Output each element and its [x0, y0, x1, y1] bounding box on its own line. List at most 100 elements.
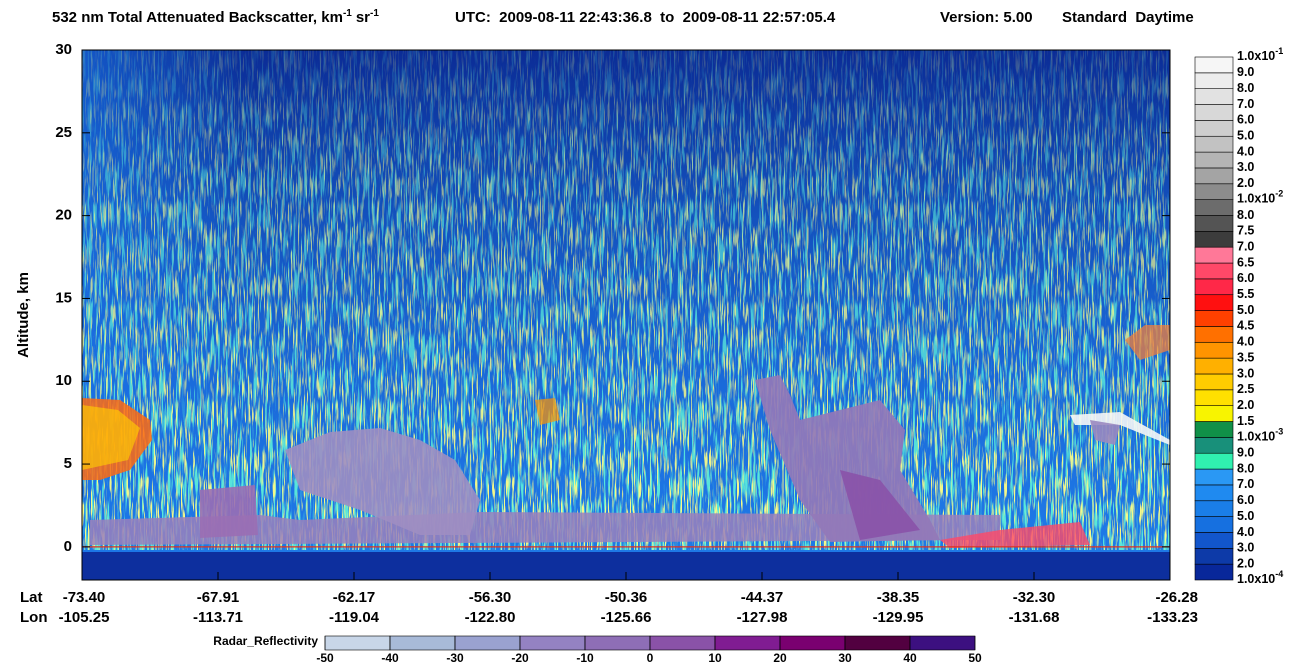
colorbar-bin — [1194, 104, 1234, 121]
cloud — [200, 485, 258, 538]
colorbar-label: 6.0 — [1237, 493, 1254, 507]
radar-tick-label: 0 — [647, 651, 654, 665]
colorbar-bin — [1194, 532, 1234, 549]
colorbar-label: 1.0x10-3 — [1237, 427, 1283, 444]
radar-colorbar-bin — [844, 635, 911, 651]
colorbar-bin — [1194, 310, 1234, 327]
y-tick-label: 15 — [55, 289, 72, 306]
colorbar-bin — [1194, 452, 1234, 470]
colorbar-bin — [1194, 357, 1234, 375]
colorbar-label: 8.0 — [1237, 81, 1254, 95]
colorbar-bin — [1194, 437, 1234, 454]
title-unit: sr — [356, 9, 370, 26]
colorbar-label: 3.0 — [1237, 160, 1254, 174]
lat-label: -67.91 — [197, 589, 240, 606]
colorbar-label: 8.0 — [1237, 461, 1254, 475]
colorbar-bin — [1194, 563, 1234, 581]
subtitle: UTC: 2009-08-11 22:43:36.8 to 2009-08-11… — [455, 9, 836, 26]
colorbar-bin — [1194, 151, 1234, 169]
y-tick-label: 30 — [55, 41, 72, 58]
colorbar-bin — [1194, 405, 1234, 422]
colorbar-bin — [1194, 484, 1234, 502]
colorbar-bin — [1194, 231, 1234, 248]
colorbar-bin — [1194, 262, 1234, 280]
colorbar-bin — [1194, 56, 1234, 74]
radar-colorbar-bin — [649, 635, 716, 651]
radar-tick-label: -20 — [511, 651, 529, 665]
lon-label: -133.23 — [1147, 609, 1198, 626]
colorbar-label: 9.0 — [1237, 446, 1254, 460]
cloud — [940, 522, 1090, 548]
lon-row-label: Lon — [20, 609, 48, 626]
radar-colorbar-bin — [909, 635, 976, 651]
cloud — [1070, 412, 1170, 445]
lat-label: -26.28 — [1155, 589, 1198, 606]
colorbar-label: 5.0 — [1237, 509, 1254, 523]
colorbar-label-exponent: -1 — [1275, 46, 1283, 56]
colorbar-label-base: 1.0x10 — [1237, 572, 1275, 586]
colorbar-label: 5.0 — [1237, 129, 1254, 143]
title-exponent: -1 — [343, 8, 352, 19]
colorbar-label: 3.0 — [1237, 541, 1254, 555]
colorbar-label: 8.0 — [1237, 208, 1254, 222]
lon-label: -122.80 — [465, 609, 516, 626]
colorbar-label: 4.0 — [1237, 525, 1254, 539]
y-tick-label: 10 — [55, 372, 72, 389]
colorbar-label: 6.5 — [1237, 255, 1254, 269]
colorbar-label: 7.0 — [1237, 97, 1254, 111]
colorbar-label: 5.5 — [1237, 287, 1254, 301]
colorbar-label: 1.0x10-1 — [1237, 46, 1283, 63]
colorbar-label: 7.0 — [1237, 239, 1254, 253]
colorbar-bin — [1194, 215, 1234, 232]
radar-tick-label: 10 — [708, 651, 722, 665]
colorbar-label-base: 1.0x10 — [1237, 430, 1275, 444]
lon-label: -119.04 — [329, 609, 380, 626]
colorbar-bin — [1194, 373, 1234, 391]
y-axis-label: Altitude, km — [15, 272, 32, 358]
radar-tick-label: -30 — [446, 651, 464, 665]
colorbar-label: 2.0 — [1237, 176, 1254, 190]
backscatter-image — [81, 49, 1171, 581]
radar-tick-label: 30 — [838, 651, 852, 665]
radar-tick-label: 40 — [903, 651, 917, 665]
colorbar-bin — [1194, 421, 1234, 438]
radar-tick-label: -50 — [316, 651, 334, 665]
y-tick-label: 25 — [55, 124, 72, 141]
colorbar-label-exponent: -4 — [1275, 569, 1283, 579]
y-tick-label: 0 — [64, 538, 72, 555]
lat-label: -73.40 — [63, 589, 106, 606]
colorbar-label: 1.0x10-2 — [1237, 189, 1283, 206]
chart-title: 532 nm Total Attenuated Backscatter, km-… — [52, 8, 379, 26]
colorbar-bin — [1194, 341, 1234, 359]
lon-label: -125.66 — [601, 609, 652, 626]
colorbar-label-base: 1.0x10 — [1237, 192, 1275, 206]
radar-colorbar-bin — [714, 635, 781, 651]
colorbar-label: 4.5 — [1237, 319, 1254, 333]
colorbar-bin — [1194, 389, 1234, 406]
colorbar-bin — [1194, 167, 1234, 185]
radar-tick-label: 20 — [773, 651, 787, 665]
lon-label: -105.25 — [59, 609, 110, 626]
colorbar-label: 6.0 — [1237, 113, 1254, 127]
colorbar-label: 2.0 — [1237, 398, 1254, 412]
colorbar-bin — [1194, 468, 1234, 486]
colorbar-label: 7.5 — [1237, 224, 1254, 238]
y-tick-label: 5 — [64, 455, 72, 472]
mode: Standard Daytime — [1062, 9, 1194, 26]
colorbar-label: 6.0 — [1237, 271, 1254, 285]
colorbar-label: 7.0 — [1237, 477, 1254, 491]
cloud — [535, 398, 560, 425]
radar-colorbar-label: Radar_Reflectivity — [213, 634, 318, 648]
radar-colorbar-bin — [324, 635, 391, 651]
colorbar-bin — [1194, 135, 1234, 153]
radar-colorbar-bin — [519, 635, 586, 651]
colorbar-label: 1.5 — [1237, 414, 1254, 428]
colorbar-bin — [1194, 294, 1234, 311]
colorbar-label-base: 1.0x10 — [1237, 49, 1275, 63]
lat-label: -38.35 — [877, 589, 920, 606]
colorbar-bin — [1194, 199, 1234, 216]
radar-tick-label: 50 — [968, 651, 982, 665]
radar-colorbar-bin — [454, 635, 521, 651]
